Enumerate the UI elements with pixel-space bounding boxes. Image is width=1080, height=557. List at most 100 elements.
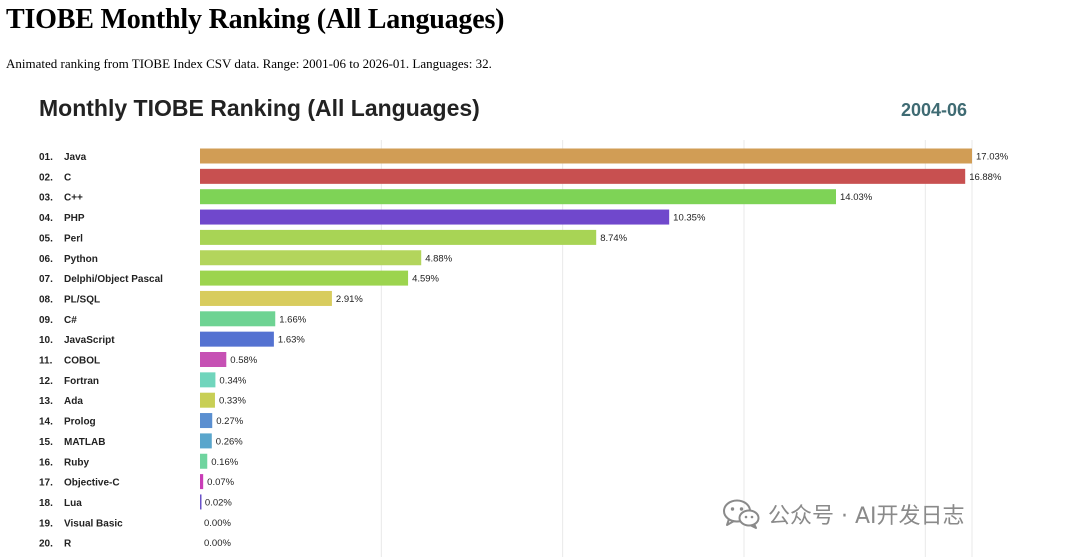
bar-row: 11. COBOL 0.58% [39,352,258,367]
rank-label: 14. [39,417,53,428]
grid-lines [380,140,973,557]
bar-row: 04. PHP 10.35% [39,209,706,225]
rank-label: 08. [39,294,53,305]
bar [200,229,597,245]
language-label: R [64,539,72,550]
bar-row: 14. Prolog 0.27% [39,413,244,429]
language-label: Java [64,152,87,163]
value-label: 0.27% [216,416,243,427]
value-label: 0.34% [219,375,246,386]
bar [200,352,227,367]
value-label: 0.00% [204,538,231,549]
bar [200,474,204,490]
value-label: 4.88% [425,253,452,264]
rank-label: 01. [39,152,53,163]
language-label: Prolog [64,417,96,428]
period-label: 2004-06 [901,100,967,120]
bar-row: 13. Ada 0.33% [39,392,246,408]
bar-row: 01. Java 17.03% [39,148,1009,164]
language-label: Fortran [64,376,99,387]
rank-label: 05. [39,233,53,244]
rank-label: 07. [39,274,53,285]
bar-row: 07. Delphi/Object Pascal 4.59% [39,270,440,286]
rank-label: 10. [39,335,53,346]
language-label: COBOL [64,356,100,367]
value-label: 0.07% [207,477,234,488]
bar [200,148,972,164]
bar [200,168,966,184]
bar [200,433,212,449]
bar-row: 19. Visual Basic 0.00% [39,518,231,530]
language-label: Ruby [64,457,89,468]
language-label: Python [64,254,98,265]
watermark: 公众号 · AI开发日志 [722,496,965,532]
chart-title: Monthly TIOBE Ranking (All Languages) [39,95,480,121]
language-label: PL/SQL [64,294,100,305]
value-label: 4.59% [412,274,439,285]
bar [200,392,215,408]
bar-row: 10. JavaScript 1.63% [39,331,305,347]
bar-row: 08. PL/SQL 2.91% [39,290,363,306]
bar-row: 05. Perl 8.74% [39,229,628,245]
language-label: PHP [64,213,85,224]
rank-label: 17. [39,478,53,489]
bar-row: 20. R 0.00% [39,538,231,550]
bar-row: 12. Fortran 0.34% [39,372,247,388]
bar [200,311,276,327]
rank-label: 20. [39,539,53,550]
value-label: 17.03% [976,152,1009,163]
value-label: 0.58% [230,355,257,366]
rank-label: 06. [39,254,53,265]
rank-label: 16. [39,457,53,468]
value-label: 2.91% [336,294,363,305]
bar-row: 02. C 16.88% [39,168,1002,184]
language-label: Delphi/Object Pascal [64,274,163,285]
value-label: 16.88% [969,172,1002,183]
bar [200,453,208,469]
language-label: Visual Basic [64,518,123,529]
rank-label: 04. [39,213,53,224]
rank-label: 03. [39,193,53,204]
bar-row: 06. Python 4.88% [39,250,453,266]
value-label: 0.26% [216,436,243,447]
value-label: 1.63% [278,335,305,346]
language-label: C++ [64,193,83,204]
value-label: 8.74% [600,233,627,244]
value-label: 0.16% [211,457,238,468]
bar-row: 03. C++ 14.03% [39,189,873,205]
bar [200,494,202,510]
value-label: 14.03% [840,192,873,203]
rank-label: 19. [39,518,53,529]
value-label: 0.02% [205,497,232,508]
value-label: 0.33% [219,396,246,407]
rank-label: 18. [39,498,53,509]
rank-label: 09. [39,315,53,326]
language-label: MATLAB [64,437,105,448]
bar-row: 15. MATLAB 0.26% [39,433,243,449]
language-label: Ada [64,396,83,407]
bar [200,331,274,347]
value-label: 1.66% [279,314,306,325]
bar [200,189,837,205]
rank-label: 11. [39,356,53,367]
bar-row: 16. Ruby 0.16% [39,453,239,469]
language-label: C [64,172,71,183]
bar [200,270,409,286]
rank-label: 15. [39,437,53,448]
rank-label: 13. [39,396,53,407]
watermark-text: 公众号 · AI开发日志 [768,504,965,529]
rank-label: 12. [39,376,53,387]
bar-row: 17. Objective-C 0.07% [39,474,235,490]
bar [200,290,332,306]
bar [200,413,213,429]
wechat-icon [723,499,760,529]
value-label: 0.00% [204,518,231,529]
page-description: Animated ranking from TIOBE Index CSV da… [6,56,492,71]
bar [200,209,670,225]
bar-row: 09. C# 1.66% [39,311,307,327]
language-label: JavaScript [64,335,115,346]
bar [200,250,422,266]
language-label: Perl [64,233,83,244]
language-label: Lua [64,498,82,509]
